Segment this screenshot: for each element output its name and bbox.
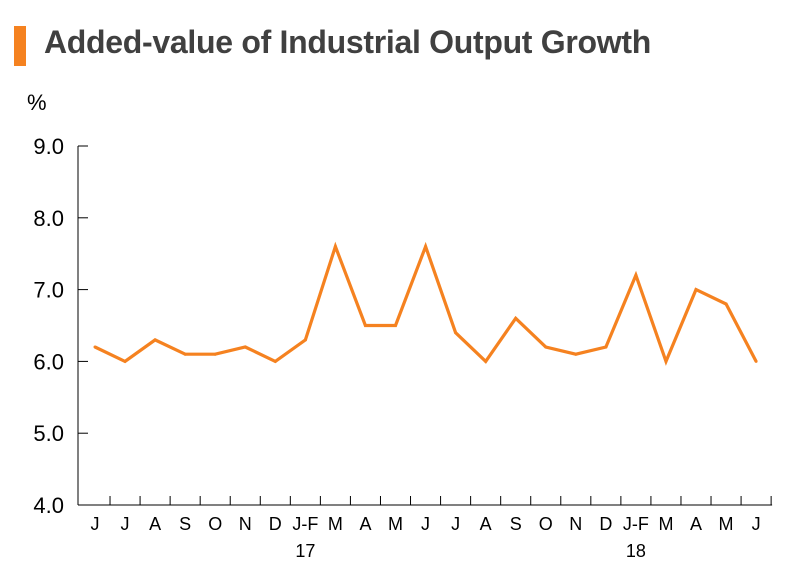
data-point	[604, 345, 608, 349]
data-point	[93, 345, 97, 349]
y-tick-label: 5.0	[33, 421, 64, 446]
x-tick-label: J	[121, 514, 130, 534]
data-point	[303, 338, 307, 342]
series-group	[93, 241, 758, 366]
x-tick-label: S	[510, 514, 522, 534]
chart-axes	[77, 146, 773, 506]
data-point	[754, 359, 758, 363]
y-axis-ticks: 4.0 5.0 6.0 7.0 8.0 9.0	[33, 134, 88, 518]
x-tick-label: M	[328, 514, 343, 534]
y-tick-label: 4.0	[33, 493, 64, 518]
x-tick-label: J	[91, 514, 100, 534]
x-tick-label: M	[658, 514, 673, 534]
x-tick-label: S	[179, 514, 191, 534]
data-point	[123, 359, 127, 363]
data-point	[243, 345, 247, 349]
y-tick-label: 7.0	[33, 278, 64, 303]
data-point	[183, 352, 187, 356]
y-tick-label: 8.0	[33, 206, 64, 231]
data-point	[394, 324, 397, 327]
x-tick-label: A	[480, 514, 492, 534]
title-accent-bar	[14, 26, 26, 66]
data-point	[333, 245, 337, 249]
x-tick-label: D	[599, 514, 612, 534]
data-point	[153, 338, 157, 342]
x-tick-label: J-F	[292, 514, 318, 534]
data-point	[664, 359, 668, 363]
data-point	[514, 316, 518, 320]
x-tick-label: A	[690, 514, 702, 534]
x-tick-label: J	[752, 514, 761, 534]
y-tick-label: 6.0	[33, 349, 64, 374]
data-point	[424, 245, 428, 249]
data-point	[694, 288, 698, 292]
x-tick-label: M	[719, 514, 734, 534]
x-axis-ticks: J J A S O N D J-F M A M J J A S O N D J-F M A M J17 18	[91, 496, 772, 561]
data-point	[363, 324, 367, 327]
x-tick-label: O	[208, 514, 222, 534]
x-year-label: 17	[295, 541, 315, 561]
x-tick-label: M	[388, 514, 403, 534]
series-line	[94, 241, 758, 366]
x-tick-label: A	[149, 514, 161, 534]
x-tick-label: J	[451, 514, 460, 534]
x-tick-label: J-F	[623, 514, 649, 534]
x-year-label: 18	[626, 541, 646, 561]
x-tick-label: J	[421, 514, 430, 534]
data-point	[484, 359, 488, 363]
x-tick-label: N	[569, 514, 582, 534]
chart-title: Added-value of Industrial Output Growth	[44, 24, 651, 60]
data-point	[574, 352, 578, 356]
x-tick-label: N	[239, 514, 252, 534]
x-tick-label: D	[269, 514, 282, 534]
data-point	[724, 302, 728, 306]
x-tick-label: O	[539, 514, 553, 534]
x-tick-label: A	[359, 514, 371, 534]
data-point	[634, 273, 638, 277]
y-axis-unit-label: %	[27, 90, 47, 115]
data-point	[544, 345, 548, 349]
data-point	[213, 352, 217, 356]
data-point	[273, 359, 277, 363]
y-tick-label: 9.0	[33, 134, 64, 159]
data-point	[454, 331, 458, 335]
